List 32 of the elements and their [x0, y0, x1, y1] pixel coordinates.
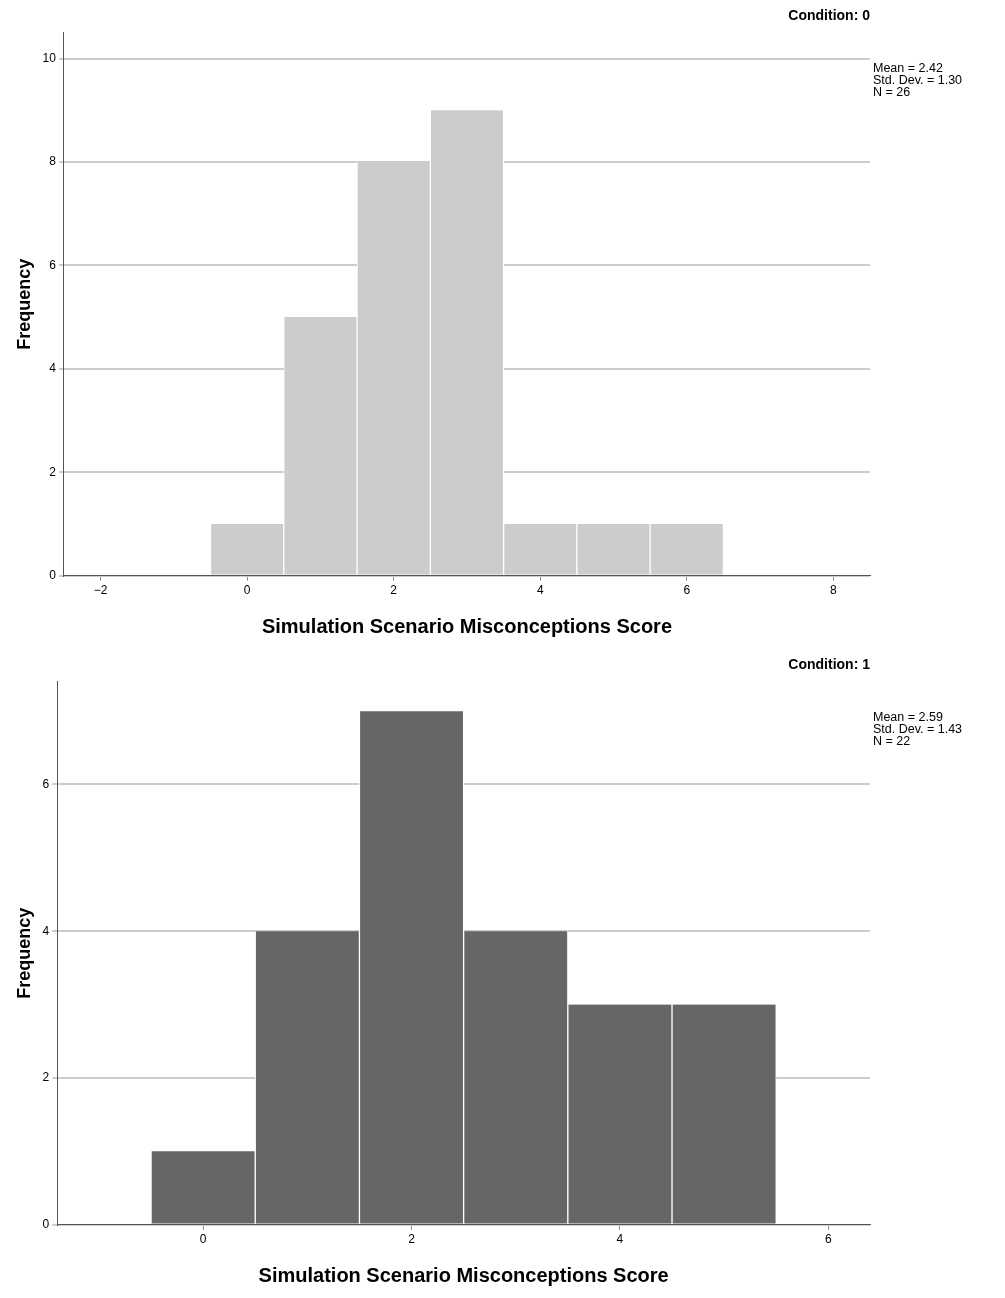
- y-axis-title: Frequency: [13, 258, 34, 350]
- x-axis-title: Simulation Scenario Misconceptions Score: [261, 614, 673, 637]
- x-tick-label: 6: [683, 583, 691, 598]
- text: Std. Dev. = 1.30: [873, 73, 963, 87]
- x-tick-label: 6: [824, 1232, 832, 1247]
- text: N = 26: [873, 85, 912, 99]
- chart-title: Condition: 0: [788, 7, 871, 24]
- text: N = 22: [873, 734, 912, 748]
- y-tick-label: 4: [49, 361, 57, 376]
- x-tick-label: 4: [616, 1232, 624, 1247]
- y-tick-label: 10: [42, 50, 57, 65]
- y-tick-label: 8: [49, 154, 57, 169]
- y-tick-label: 0: [49, 567, 57, 582]
- x-axis-title: Simulation Scenario Misconceptions Score: [258, 1263, 669, 1286]
- text: Mean = 2.42: [873, 61, 944, 75]
- y-axis-title: Frequency: [13, 907, 34, 999]
- y-tick-label: 2: [49, 464, 57, 479]
- x-tick-label: 8: [830, 583, 838, 598]
- x-tick-label: 2: [408, 1232, 416, 1247]
- x-tick-label: −2: [93, 583, 108, 598]
- x-tick-label: 4: [536, 583, 544, 598]
- x-tick-label: 0: [243, 583, 251, 598]
- x-tick-label: 0: [199, 1232, 207, 1247]
- y-tick-label: 4: [42, 923, 50, 938]
- y-tick-label: 2: [42, 1070, 50, 1085]
- y-tick-label: 0: [42, 1216, 50, 1231]
- y-tick-label: 6: [42, 776, 50, 791]
- chart-title: Condition: 1: [788, 656, 871, 673]
- y-tick-label: 6: [49, 257, 57, 272]
- x-tick-label: 2: [390, 583, 398, 598]
- text: Mean = 2.59: [873, 710, 944, 724]
- text: Std. Dev. = 1.43: [873, 722, 963, 736]
